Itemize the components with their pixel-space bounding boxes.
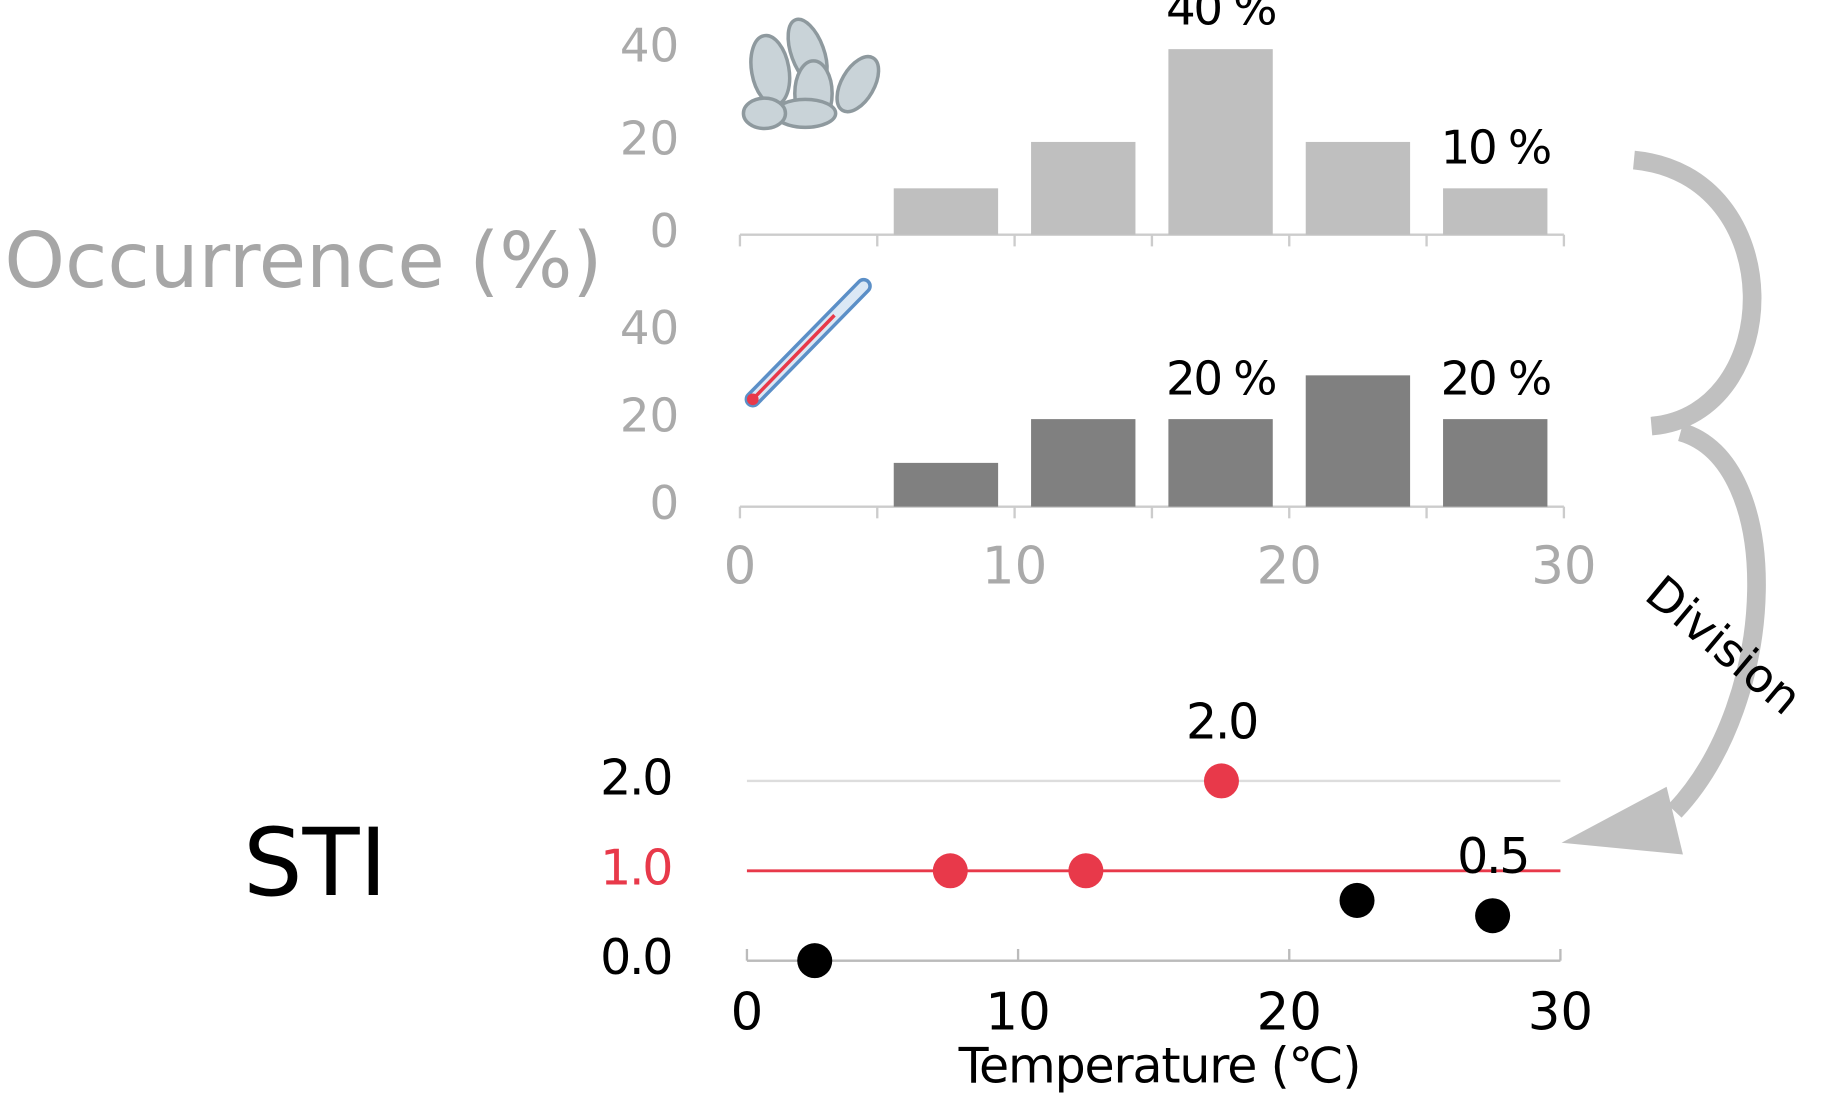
- data-label: 40 %: [1166, 0, 1275, 36]
- point: [1068, 853, 1104, 889]
- y-tick-label: 40: [620, 302, 679, 356]
- x-axis-label: Temperature (℃): [958, 1038, 1361, 1095]
- arrow-head: [1561, 786, 1683, 855]
- y-tick-label: 20: [620, 112, 679, 166]
- bar: [1305, 141, 1411, 235]
- x-tick-label: 0: [731, 983, 764, 1043]
- bar: [1031, 141, 1136, 235]
- bar: [893, 188, 999, 235]
- point: [797, 943, 833, 979]
- x-tick-label: 10: [982, 537, 1047, 597]
- bar: [1168, 419, 1273, 507]
- x-tick-label: 30: [1528, 983, 1593, 1043]
- data-label: 10 %: [1441, 121, 1550, 175]
- data-label: 0.5: [1457, 828, 1528, 885]
- point: [1475, 898, 1511, 934]
- bar: [1443, 419, 1548, 507]
- annotation: Division: [1635, 566, 1811, 726]
- y-tick-label: 0: [650, 205, 680, 259]
- x-tick-label: 20: [1257, 983, 1322, 1043]
- y-tick-label: 1.0: [600, 839, 671, 896]
- x-tick-label: 30: [1531, 537, 1596, 597]
- point: [932, 853, 968, 889]
- y-tick-label: 20: [620, 390, 679, 444]
- data-label: 20 %: [1441, 352, 1550, 406]
- y-axis-label: STI: [243, 809, 387, 918]
- y-tick-label: 2.0: [600, 749, 671, 806]
- x-tick-label: 0: [724, 537, 757, 597]
- bar: [1031, 419, 1136, 507]
- y-axis-label: Occurrence (%): [4, 217, 602, 306]
- y-tick-label: 40: [620, 20, 679, 74]
- data-label: 20 %: [1166, 352, 1275, 406]
- division-arrow: [1632, 150, 1766, 818]
- bacteria-icon: [741, 17, 881, 131]
- point: [1339, 882, 1375, 918]
- bar: [1168, 49, 1273, 235]
- bar: [1443, 188, 1548, 235]
- y-tick-label: 0: [650, 477, 680, 531]
- y-tick-label: 0.0: [600, 929, 671, 986]
- bar: [1305, 375, 1411, 507]
- point: [1203, 763, 1239, 799]
- bar: [893, 462, 999, 507]
- x-tick-label: 20: [1257, 537, 1322, 597]
- thermometer-icon: [744, 277, 872, 408]
- x-tick-label: 10: [985, 983, 1050, 1043]
- data-label: 2.0: [1186, 693, 1257, 750]
